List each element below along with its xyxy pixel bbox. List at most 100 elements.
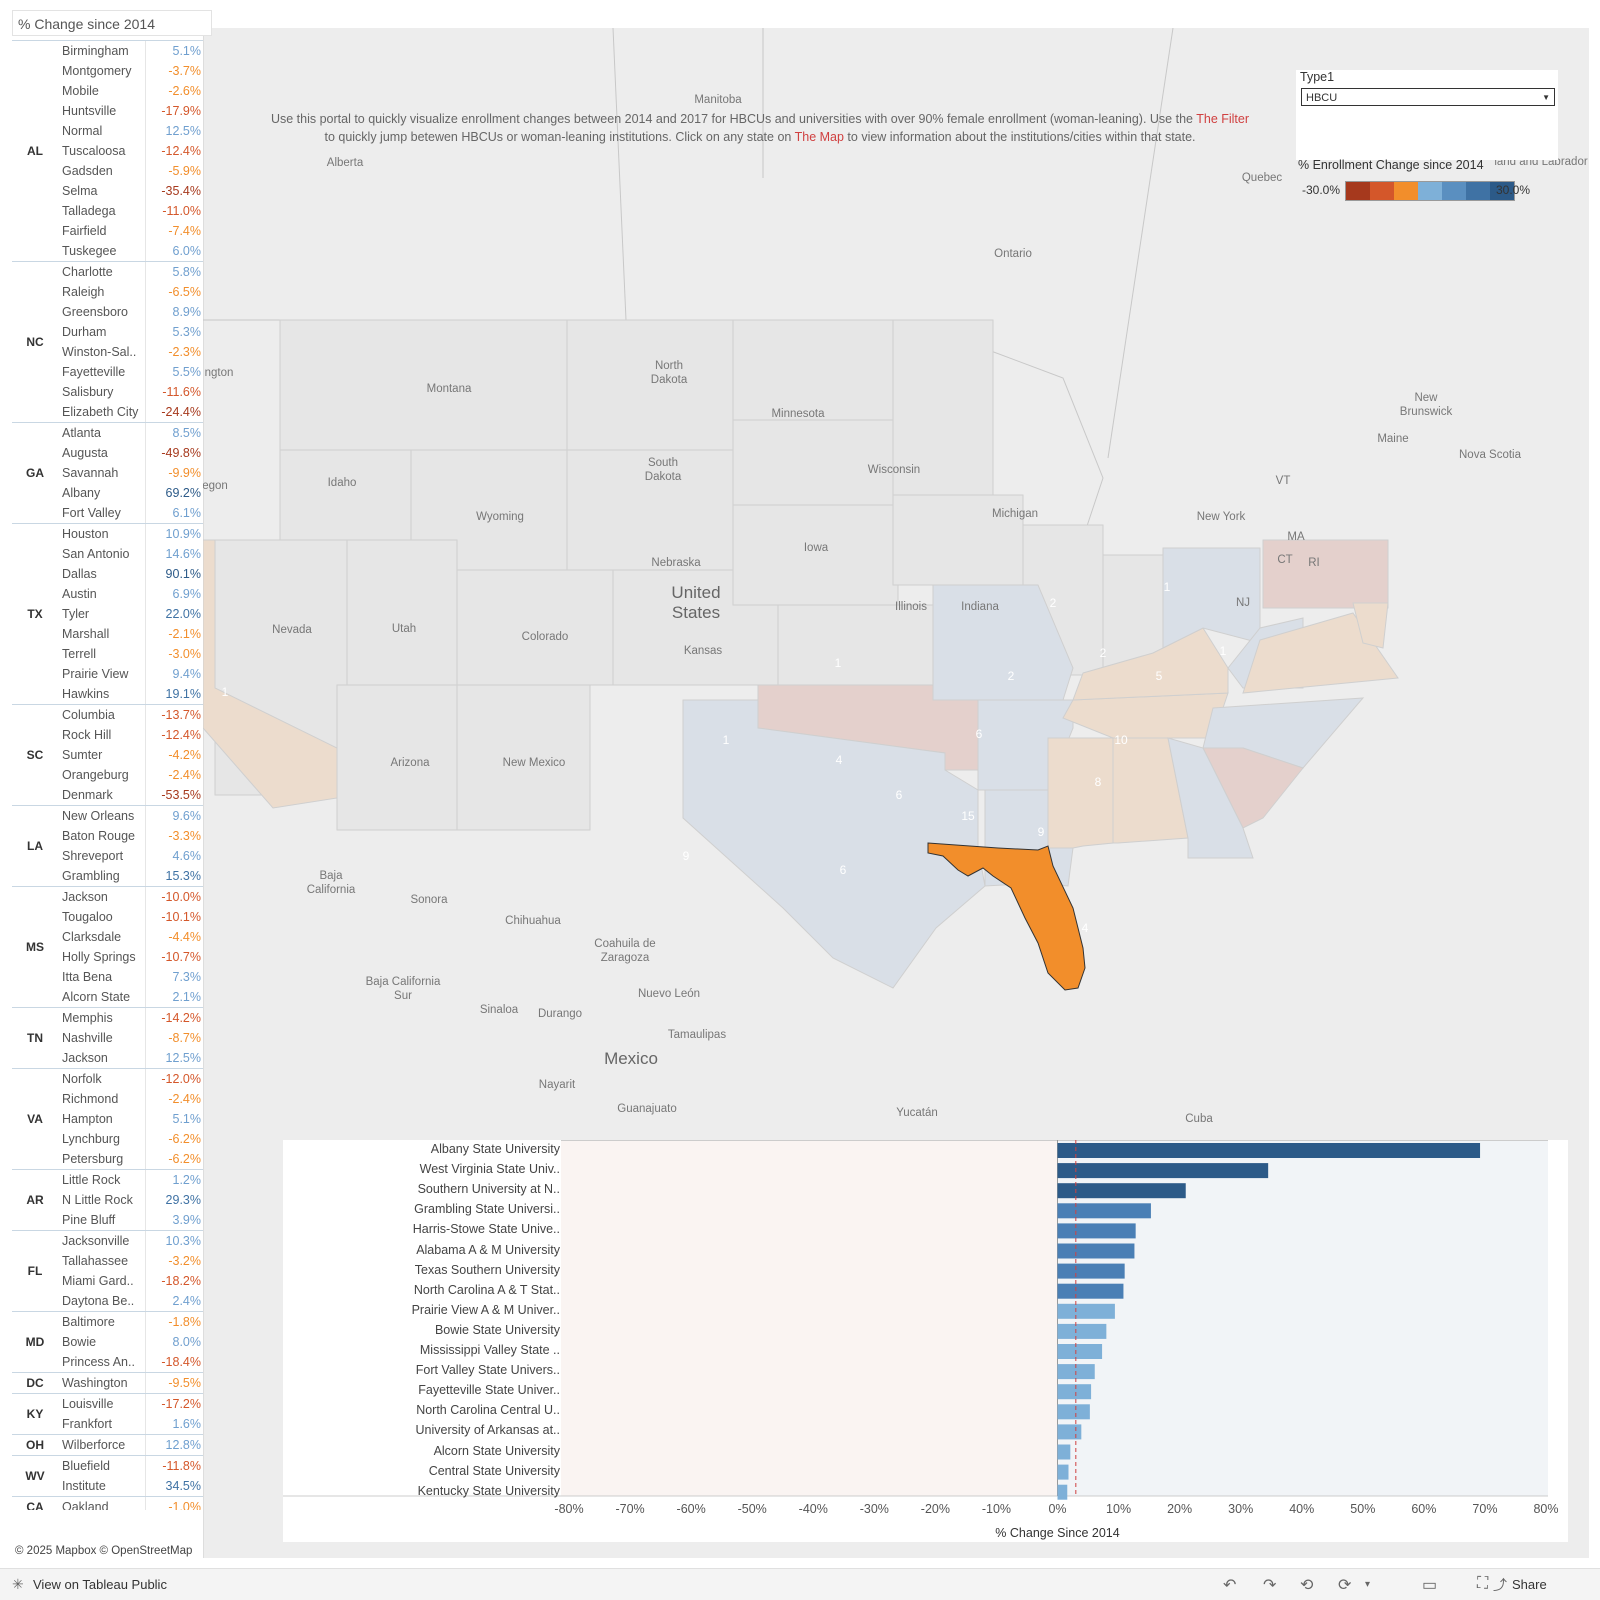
table-row[interactable]: Little Rock 1.2%	[58, 1170, 203, 1190]
bar[interactable]	[1057, 1263, 1125, 1279]
fullscreen-icon[interactable]: ⛶	[1477, 1575, 1489, 1592]
bar[interactable]	[1057, 1203, 1151, 1219]
table-row[interactable]: Clarksdale -4.4%	[58, 927, 203, 947]
state-count-florida[interactable]: 4	[1081, 921, 1089, 935]
table-row[interactable]: Albany 69.2%	[58, 483, 203, 503]
table-row[interactable]: Austin 6.9%	[58, 584, 203, 604]
table-row[interactable]: Baton Rouge -3.3%	[58, 826, 203, 846]
device-preview-icon[interactable]: ▭	[1422, 1577, 1438, 1594]
bar-category-label[interactable]: Central State University	[428, 1463, 560, 1478]
bar-category-label[interactable]: Alabama A & M University	[416, 1242, 560, 1257]
bar-category-label[interactable]: Kentucky State University	[417, 1483, 560, 1498]
table-row[interactable]: Selma -35.4%	[58, 181, 203, 201]
table-row[interactable]: Bluefield -11.8%	[58, 1456, 203, 1476]
type-filter-select[interactable]: HBCU ▼	[1301, 88, 1555, 106]
table-row[interactable]: Tyler 22.0%	[58, 604, 203, 624]
bar[interactable]	[1057, 1243, 1135, 1259]
table-row[interactable]: Oakland -1.0%	[58, 1497, 203, 1510]
table-row[interactable]: Baltimore -1.8%	[58, 1312, 203, 1332]
table-row[interactable]: N Little Rock 29.3%	[58, 1190, 203, 1210]
table-row[interactable]: Washington -9.5%	[58, 1373, 203, 1393]
pause-dropdown-icon[interactable]: ▾	[1365, 1579, 1371, 1590]
table-row[interactable]: Hawkins 19.1%	[58, 684, 203, 704]
table-row[interactable]: Louisville -17.2%	[58, 1394, 203, 1414]
bar[interactable]	[1057, 1444, 1071, 1460]
table-row[interactable]: Jacksonville 10.3%	[58, 1231, 203, 1251]
redo-icon[interactable]: ↷	[1263, 1577, 1277, 1594]
table-row[interactable]: Raleigh -6.5%	[58, 282, 203, 302]
map-attribution[interactable]: © 2025 Mapbox © OpenStreetMap	[15, 1545, 193, 1557]
bar-category-label[interactable]: North Carolina A & T Stat..	[413, 1282, 560, 1297]
table-row[interactable]: Fairfield -7.4%	[58, 221, 203, 241]
bar-category-label[interactable]: North Carolina Central U..	[416, 1403, 560, 1418]
table-row[interactable]: San Antonio 14.6%	[58, 544, 203, 564]
table-row[interactable]: Sumter -4.2%	[58, 745, 203, 765]
table-row[interactable]: Durham 5.3%	[58, 322, 203, 342]
table-row[interactable]: Grambling 15.3%	[58, 866, 203, 886]
table-row[interactable]: Atlanta 8.5%	[58, 423, 203, 443]
bar-category-label[interactable]: Fayetteville State Univer..	[418, 1383, 560, 1398]
bar[interactable]	[1057, 1163, 1269, 1179]
table-row[interactable]: Dallas 90.1%	[58, 564, 203, 584]
bar[interactable]	[1057, 1303, 1115, 1319]
us-map[interactable]	[203, 28, 1588, 1128]
table-row[interactable]: Princess An.. -18.4%	[58, 1352, 203, 1372]
table-row[interactable]: Fayetteville 5.5%	[58, 362, 203, 382]
bar-category-label[interactable]: Fort Valley State Univers..	[415, 1363, 560, 1378]
table-row[interactable]: New Orleans 9.6%	[58, 806, 203, 826]
bar-chart-panel[interactable]: Albany State University West Virginia Sta…	[283, 1140, 1568, 1542]
bar[interactable]	[1057, 1283, 1124, 1299]
table-row[interactable]: Nashville -8.7%	[58, 1028, 203, 1048]
bar-category-label[interactable]: Texas Southern University	[414, 1262, 560, 1277]
table-row[interactable]: Tuskegee 6.0%	[58, 241, 203, 261]
table-row[interactable]: Norfolk -12.0%	[58, 1069, 203, 1089]
table-row[interactable]: Columbia -13.7%	[58, 705, 203, 725]
bar-category-label[interactable]: Albany State University	[430, 1142, 560, 1156]
undo-icon[interactable]: ↶	[1223, 1577, 1237, 1594]
table-row[interactable]: Charlotte 5.8%	[58, 262, 203, 282]
table-row[interactable]: Terrell -3.0%	[58, 644, 203, 664]
table-row[interactable]: Bowie 8.0%	[58, 1332, 203, 1352]
table-row[interactable]: Memphis -14.2%	[58, 1008, 203, 1028]
bar-category-label[interactable]: Grambling State Universi..	[414, 1202, 560, 1217]
table-row[interactable]: Hampton 5.1%	[58, 1109, 203, 1129]
city-change-table[interactable]: AL Birmingham 5.1% Montgomery -3.7% Mobile -2.…	[12, 40, 203, 1510]
table-row[interactable]: Richmond -2.4%	[58, 1089, 203, 1109]
bar-category-label[interactable]: Southern University at N..	[417, 1182, 560, 1197]
table-row[interactable]: Alcorn State 2.1%	[58, 987, 203, 1007]
table-row[interactable]: Institute 34.5%	[58, 1476, 203, 1496]
table-row[interactable]: Talladega -11.0%	[58, 201, 203, 221]
table-row[interactable]: Savannah -9.9%	[58, 463, 203, 483]
table-row[interactable]: Pine Bluff 3.9%	[58, 1210, 203, 1230]
bar[interactable]	[1057, 1223, 1136, 1239]
bar[interactable]	[1057, 1143, 1481, 1158]
table-row[interactable]: Rock Hill -12.4%	[58, 725, 203, 745]
bar[interactable]	[1057, 1484, 1068, 1500]
table-row[interactable]: Montgomery -3.7%	[58, 61, 203, 81]
bar[interactable]	[1057, 1384, 1092, 1400]
bar-category-label[interactable]: University of Arkansas at..	[415, 1423, 560, 1438]
table-row[interactable]: Birmingham 5.1%	[58, 41, 203, 61]
bar-category-label[interactable]: Prairie View A & M Univer..	[411, 1302, 560, 1317]
table-row[interactable]: Tougaloo -10.1%	[58, 907, 203, 927]
table-row[interactable]: Greensboro 8.9%	[58, 302, 203, 322]
table-row[interactable]: Houston 10.9%	[58, 524, 203, 544]
revert-icon[interactable]: ⟲	[1300, 1577, 1314, 1594]
bar-category-label[interactable]: Harris-Stowe State Unive..	[412, 1222, 560, 1237]
filter-link[interactable]: The Filter	[1196, 112, 1250, 126]
table-row[interactable]: Daytona Be.. 2.4%	[58, 1291, 203, 1311]
table-row[interactable]: Salisbury -11.6%	[58, 382, 203, 402]
table-row[interactable]: Marshall -2.1%	[58, 624, 203, 644]
bar[interactable]	[1057, 1183, 1186, 1199]
table-row[interactable]: Holly Springs -10.7%	[58, 947, 203, 967]
table-row[interactable]: Jackson 12.5%	[58, 1048, 203, 1068]
bar[interactable]	[1057, 1424, 1082, 1440]
view-on-tableau-link[interactable]: View on Tableau Public	[33, 1577, 167, 1592]
table-row[interactable]: Lynchburg -6.2%	[58, 1129, 203, 1149]
table-row[interactable]: Frankfort 1.6%	[58, 1414, 203, 1434]
table-row[interactable]: Normal 12.5%	[58, 121, 203, 141]
table-row[interactable]: Winston-Sal.. -2.3%	[58, 342, 203, 362]
bar[interactable]	[1057, 1323, 1107, 1339]
bar-category-label[interactable]: Bowie State University	[434, 1322, 560, 1337]
share-icon[interactable]: ⤴	[1493, 1577, 1507, 1593]
